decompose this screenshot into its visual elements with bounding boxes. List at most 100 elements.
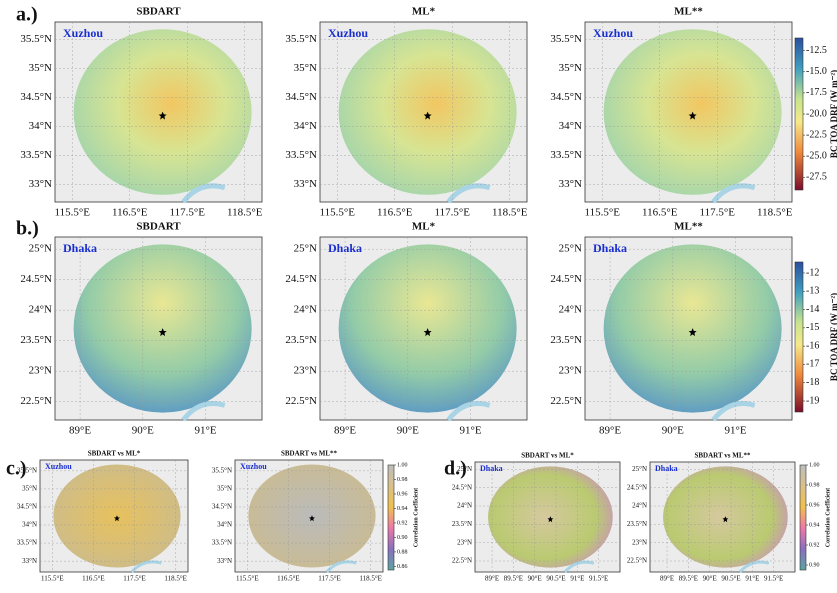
colorbar-label: Correlation Coefficient (825, 488, 831, 547)
y-tick-label: 35.5°N (285, 33, 317, 45)
x-tick-label: 117.5°E (123, 575, 146, 583)
x-tick-label: 118.5°E (164, 575, 187, 583)
x-tick-label: 90°E (132, 425, 154, 437)
y-tick-label: 24.5°N (550, 273, 582, 285)
map-title: ML* (412, 6, 436, 18)
x-tick-label: 90°E (528, 575, 542, 583)
river (563, 560, 595, 574)
colorbar (794, 261, 804, 413)
panel-label: b.) (16, 218, 39, 240)
y-tick-label: 33°N (217, 557, 232, 565)
y-tick-label: 22.5°N (452, 557, 472, 565)
x-tick-label: 115.5°E (585, 207, 621, 219)
colorbar-tick-label: 0.86 (397, 564, 408, 570)
x-tick-label: 90.5°E (546, 575, 565, 583)
y-tick-label: 33.5°N (212, 539, 232, 547)
city-star (158, 111, 167, 120)
x-tick-label: 115.5°E (320, 207, 356, 219)
y-tick-label: 34°N (22, 521, 37, 529)
colorbar-tick-label: 0.90 (809, 562, 820, 568)
y-tick-label: 34.5°N (212, 503, 232, 511)
river (711, 401, 756, 422)
city-star (113, 515, 120, 522)
y-tick-label: 33.5°N (20, 149, 52, 161)
city-star (688, 328, 697, 337)
colorbar-tick-label: 0.96 (397, 491, 408, 497)
colorbar-tick-label: 0.92 (397, 520, 408, 526)
x-tick-label: 90.5°E (721, 575, 740, 583)
colorbar-tick-label: 0.96 (809, 502, 820, 508)
y-tick-label: 23°N (559, 365, 582, 377)
y-tick-label: 25°N (559, 243, 582, 255)
city-label: Dhaka (655, 464, 678, 473)
y-tick-label: 23°N (632, 538, 647, 546)
city-label: Dhaka (63, 241, 97, 255)
colorbar-tick-label: -12.5 (806, 45, 827, 56)
x-tick-label: 89.5°E (504, 575, 523, 583)
city-star (722, 516, 729, 523)
y-tick-label: 34°N (559, 120, 582, 132)
colorbar-tick-label: -27.5 (806, 172, 827, 183)
colorbar-tick-label: -25.0 (806, 151, 827, 162)
y-tick-label: 35.5°N (20, 33, 52, 45)
river (325, 560, 357, 574)
x-tick-label: 89.5°E (679, 575, 698, 583)
map-title: SBDART (136, 6, 181, 18)
colorbar-tick-label: 0.98 (809, 482, 820, 488)
y-tick-label: 24°N (559, 304, 582, 316)
river (181, 183, 226, 204)
colorbar-tick-label: -22.5 (806, 129, 827, 140)
colorbar-tick-label: -12 (806, 267, 819, 278)
x-tick-label: 117.5°E (170, 207, 206, 219)
colorbar-tick-label: 0.90 (397, 535, 408, 541)
x-tick-label: 115.5°E (236, 575, 259, 583)
y-tick-label: 22.5°N (550, 395, 582, 407)
y-tick-label: 34.5°N (285, 91, 317, 103)
y-tick-label: 25°N (294, 243, 317, 255)
map-title: ML** (674, 221, 703, 233)
colorbar-tick-label: -15 (806, 322, 819, 333)
y-tick-label: 24.5°N (452, 483, 472, 491)
y-tick-label: 33.5°N (285, 149, 317, 161)
y-tick-label: 25°N (29, 243, 52, 255)
colorbar-tick-label: -17 (806, 359, 819, 370)
map-title: ML** (674, 6, 703, 18)
city-star (423, 111, 432, 120)
colorbar-label: BC TOA DRF (W m⁻²) (829, 70, 837, 158)
x-tick-label: 116.5°E (642, 207, 678, 219)
y-tick-label: 25°N (632, 465, 647, 473)
x-tick-label: 118.5°E (359, 575, 382, 583)
y-tick-label: 24°N (632, 502, 647, 510)
city-label: Xuzhou (45, 462, 72, 471)
colorbar-tick-label: 1.00 (809, 462, 820, 468)
x-tick-label: 90°E (703, 575, 717, 583)
x-tick-label: 90°E (662, 425, 684, 437)
y-tick-label: 23.5°N (20, 334, 52, 346)
y-tick-label: 35.5°N (550, 33, 582, 45)
map-title: SBDART vs ML* (521, 452, 574, 460)
y-tick-label: 33°N (22, 557, 37, 565)
colorbar-tick-label: -14 (806, 304, 819, 315)
colorbar-tick-label: -15.0 (806, 66, 827, 77)
city-star (158, 328, 167, 337)
y-tick-label: 34.5°N (550, 91, 582, 103)
panel-label: a.) (16, 4, 38, 26)
y-tick-label: 33.5°N (550, 149, 582, 161)
panel-label: c.) (6, 458, 27, 480)
x-tick-label: 89°E (69, 425, 91, 437)
city-label: Xuzhou (593, 26, 633, 40)
y-tick-label: 34°N (217, 521, 232, 529)
y-tick-label: 34.5°N (17, 503, 37, 511)
colorbar-tick-label: -16 (806, 340, 819, 351)
city-star (688, 111, 697, 120)
colorbar-tick-label: 1.00 (397, 462, 408, 468)
map-title: SBDART vs ML** (694, 452, 751, 460)
city-star (423, 328, 432, 337)
colorbar (387, 464, 395, 571)
y-tick-label: 23°N (457, 538, 472, 546)
y-tick-label: 34.5°N (20, 91, 52, 103)
colorbar-tick-label: -13 (806, 286, 819, 297)
x-tick-label: 91°E (194, 425, 216, 437)
y-tick-label: 35°N (559, 62, 582, 74)
